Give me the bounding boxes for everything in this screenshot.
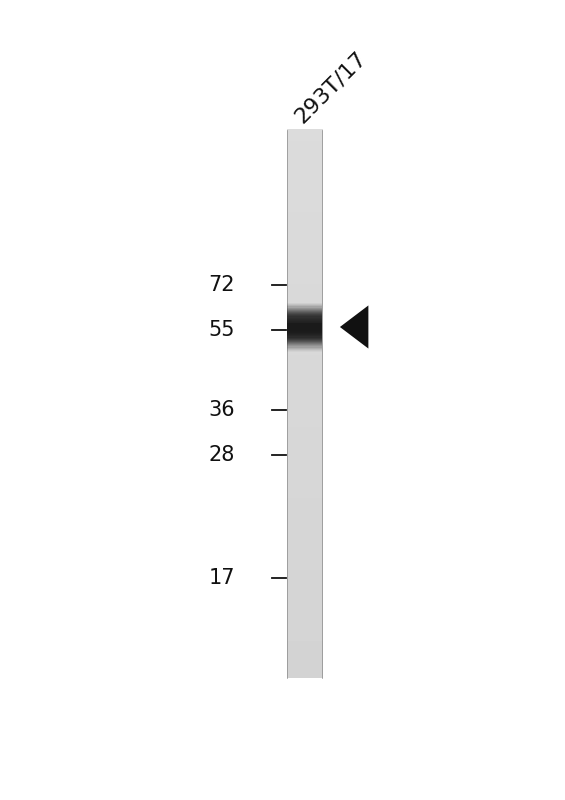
Bar <box>288 335 323 341</box>
Bar <box>288 338 323 343</box>
Text: 55: 55 <box>208 320 235 340</box>
Bar <box>288 343 323 349</box>
Bar <box>288 303 323 309</box>
Bar <box>288 318 323 324</box>
Text: 28: 28 <box>208 445 235 465</box>
Bar <box>288 334 323 340</box>
Bar <box>288 346 323 351</box>
Bar <box>288 330 323 335</box>
Text: 72: 72 <box>208 275 235 295</box>
Bar <box>288 322 323 327</box>
Bar <box>288 312 323 318</box>
Bar <box>288 327 323 333</box>
Bar <box>288 338 323 344</box>
Bar <box>288 306 323 312</box>
Bar <box>288 329 323 334</box>
Bar <box>288 332 323 338</box>
Polygon shape <box>340 306 368 349</box>
Bar <box>288 337 323 342</box>
Bar <box>288 311 323 317</box>
Bar <box>288 324 323 330</box>
Bar <box>288 321 323 326</box>
Text: 293T/17: 293T/17 <box>291 48 370 127</box>
Bar <box>288 320 323 326</box>
Bar <box>288 326 323 332</box>
Bar <box>288 344 323 350</box>
Bar <box>288 307 323 313</box>
Text: 36: 36 <box>208 400 235 420</box>
Bar <box>288 318 323 323</box>
Bar <box>288 313 323 318</box>
Bar <box>288 331 323 337</box>
Bar <box>288 323 323 329</box>
Bar <box>288 326 323 331</box>
Bar <box>288 346 323 352</box>
Bar <box>288 342 323 347</box>
Bar <box>288 317 323 322</box>
Text: 17: 17 <box>208 568 235 588</box>
Bar <box>288 340 323 346</box>
Bar <box>288 314 323 320</box>
Bar <box>288 306 323 311</box>
Bar <box>288 341 323 346</box>
Bar <box>288 304 323 310</box>
Bar <box>288 309 323 314</box>
Bar <box>288 333 323 338</box>
Bar <box>288 315 323 321</box>
Bar <box>288 310 323 315</box>
Bar <box>288 322 323 331</box>
